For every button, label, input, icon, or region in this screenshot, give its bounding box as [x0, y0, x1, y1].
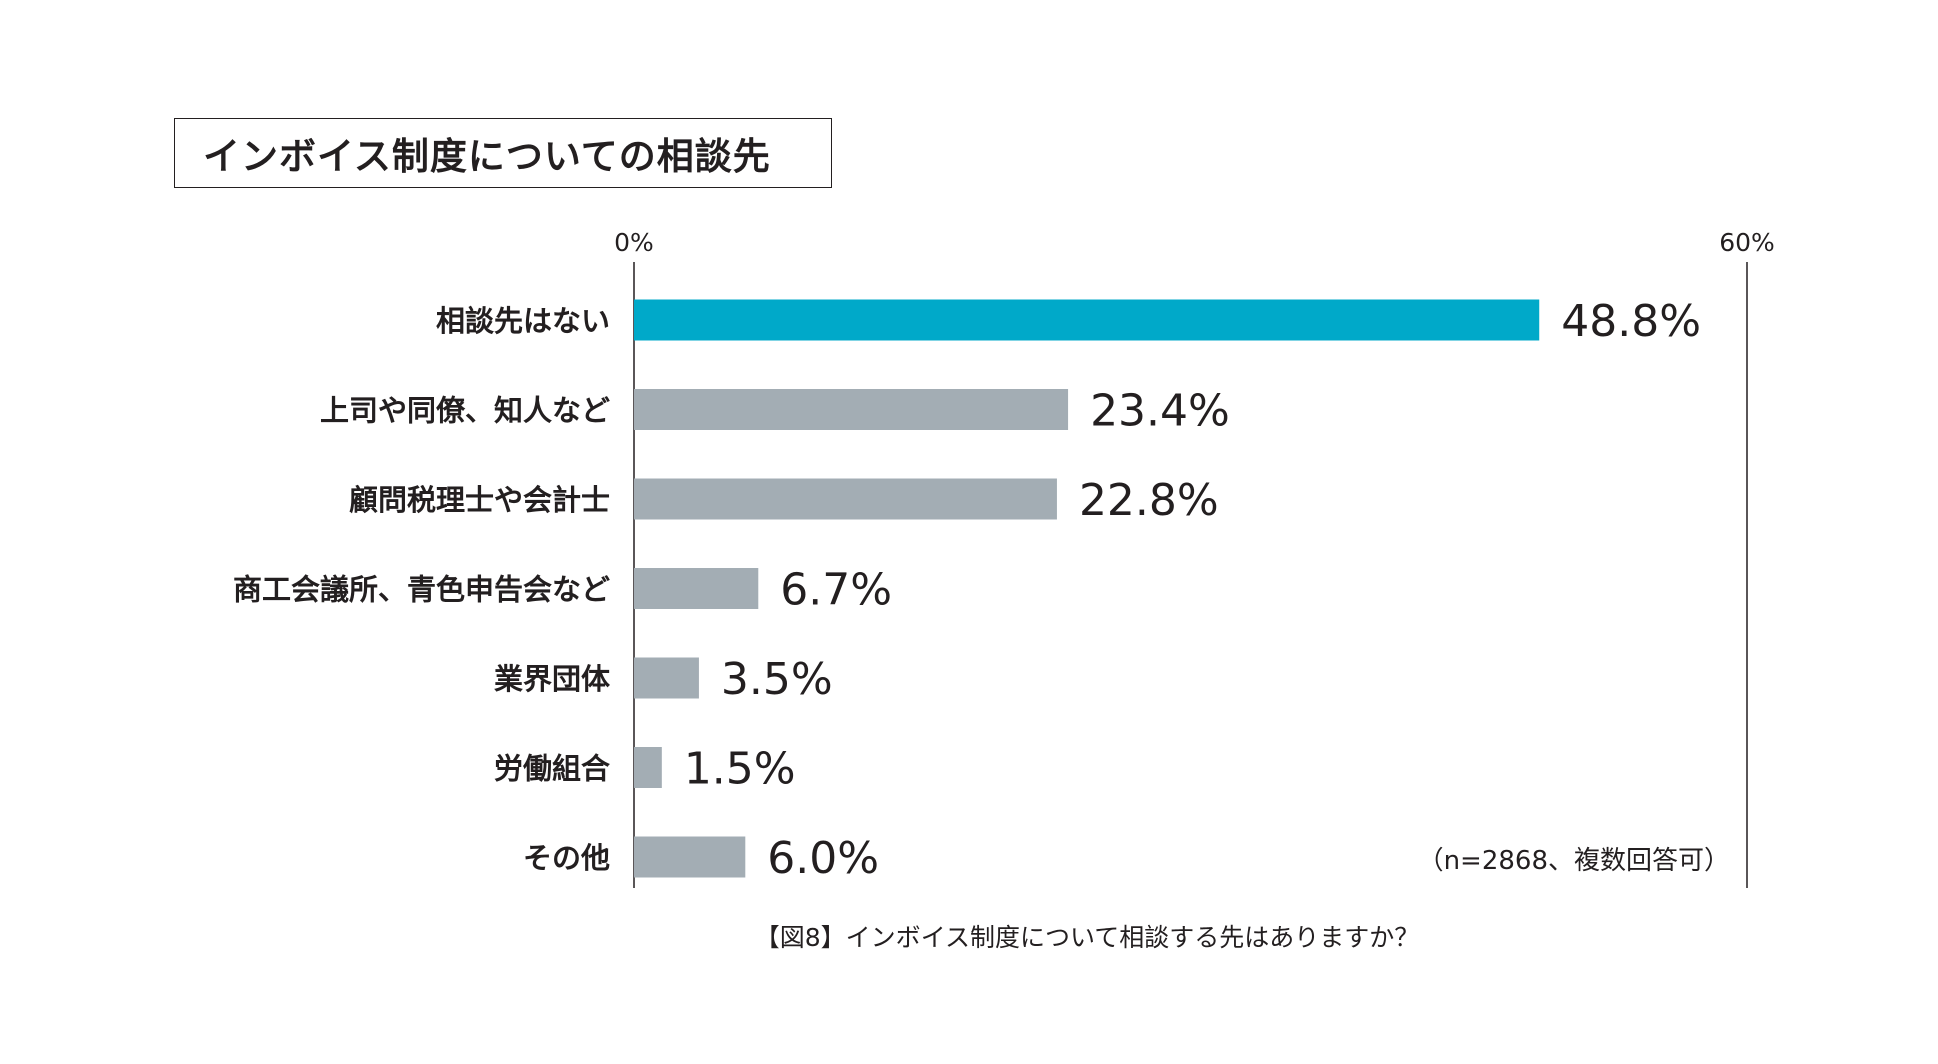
value-label-6: 6.0%: [767, 833, 879, 884]
sample-note: （n=2868、複数回答可）: [1418, 846, 1730, 876]
category-label-4: 業界団体: [494, 662, 611, 696]
bar-3: [634, 568, 759, 609]
category-label-5: 労働組合: [494, 752, 610, 786]
value-label-1: 23.4%: [1090, 386, 1230, 437]
bar-1: [634, 389, 1069, 430]
value-label-5: 1.5%: [684, 744, 796, 795]
value-label-4: 3.5%: [721, 654, 833, 705]
bar-6: [634, 836, 746, 878]
value-label-3: 6.7%: [780, 565, 892, 616]
chart-title-box: インボイス制度についての相談先: [174, 118, 832, 188]
category-label-0: 相談先はない: [436, 304, 610, 338]
x-tick-label-60: 60%: [1719, 228, 1775, 257]
bar-4: [634, 657, 699, 699]
figure-caption: 【図8】インボイス制度について相談する先はありますか？: [754, 923, 1420, 952]
category-label-2: 顧問税理士や会計士: [349, 483, 610, 517]
bar-5: [634, 747, 662, 788]
x-tick-label-0: 0%: [614, 228, 654, 257]
value-label-0: 48.8%: [1561, 296, 1701, 347]
category-label-1: 上司や同僚、知人など: [320, 394, 610, 428]
category-label-3: 商工会議所、青色申告会など: [233, 573, 610, 607]
value-label-2: 22.8%: [1079, 475, 1219, 526]
bar-0: [634, 299, 1540, 341]
chart-title: インボイス制度についての相談先: [203, 135, 771, 178]
category-label-6: その他: [523, 841, 610, 875]
bar-2: [634, 478, 1057, 520]
